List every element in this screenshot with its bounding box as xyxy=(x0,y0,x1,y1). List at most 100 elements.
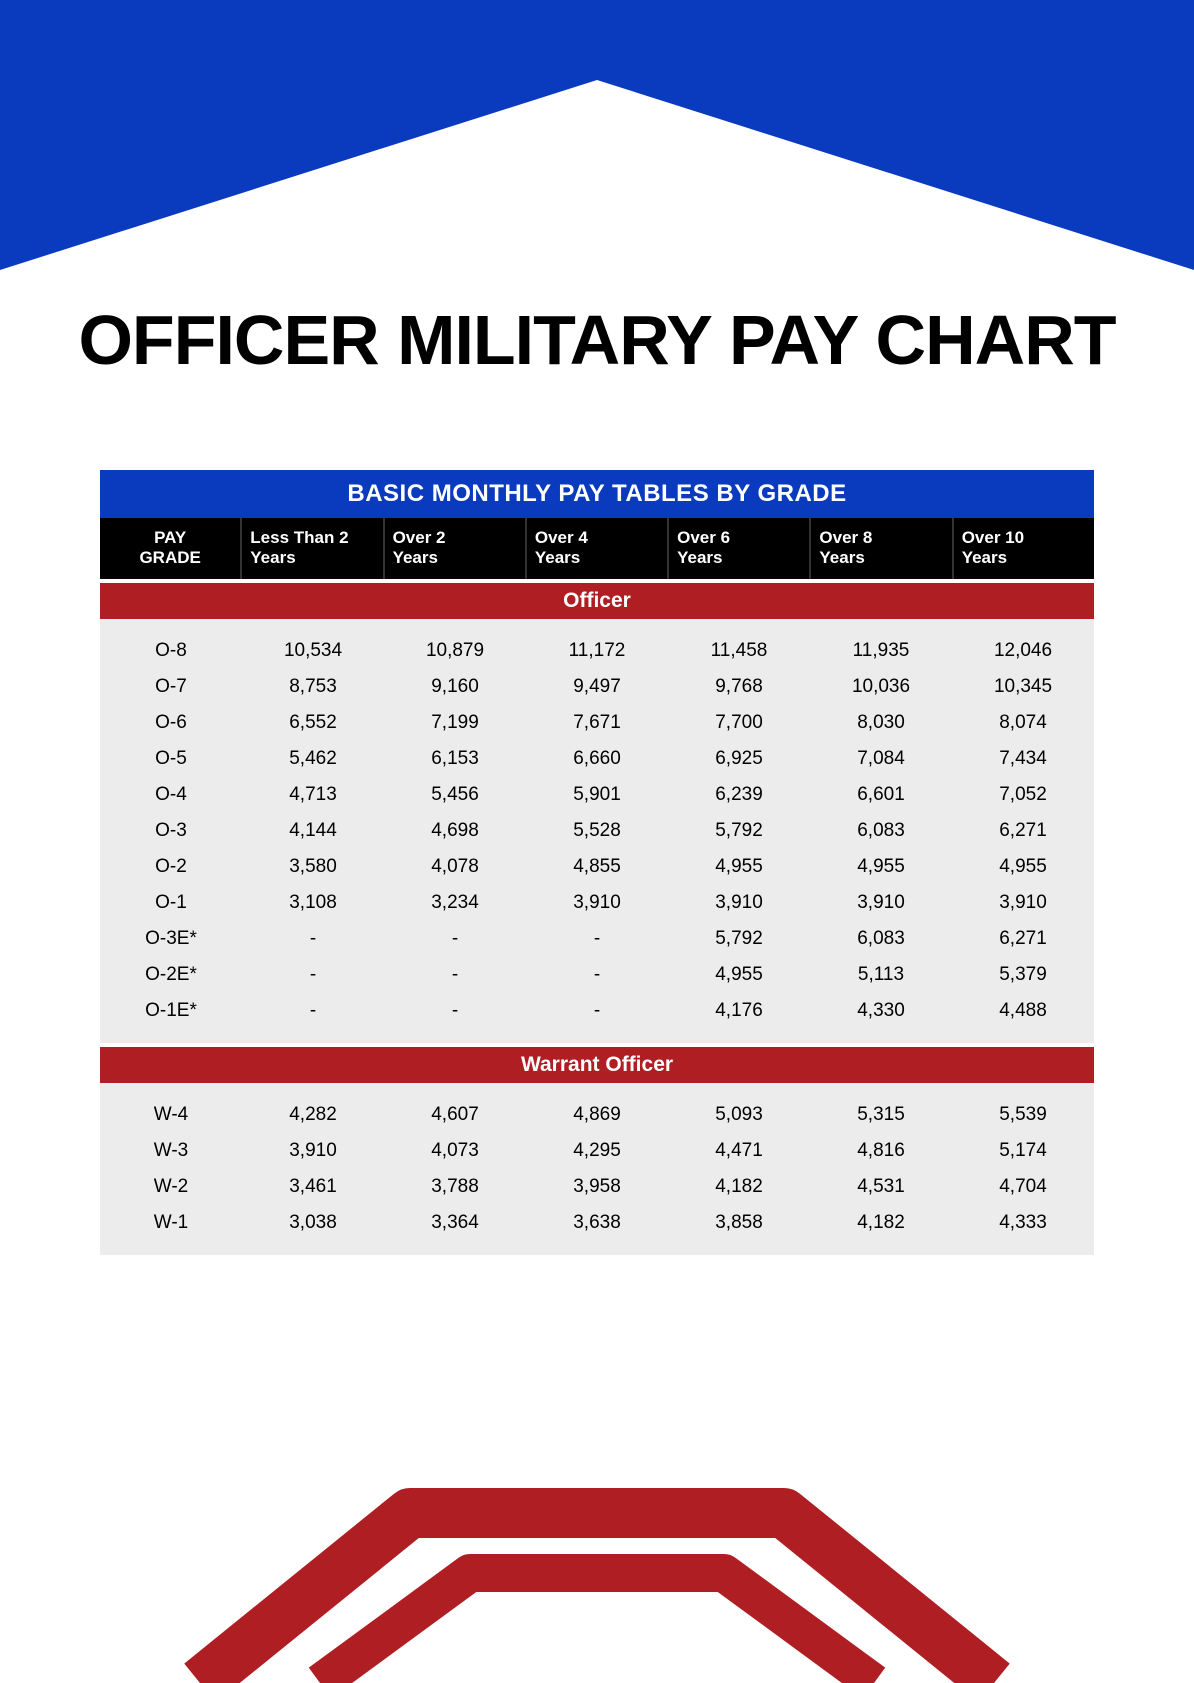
table-cell: 5,315 xyxy=(810,1097,952,1133)
table-cell: W-1 xyxy=(100,1205,242,1241)
column-header: Over 8Years xyxy=(811,518,953,579)
table-cell: 3,638 xyxy=(526,1205,668,1241)
table-cell: 6,153 xyxy=(384,741,526,777)
section-body: O-810,53410,87911,17211,45811,93512,046O… xyxy=(100,619,1094,1043)
table-cell: 3,910 xyxy=(810,885,952,921)
section-body: W-44,2824,6074,8695,0935,3155,539W-33,91… xyxy=(100,1083,1094,1255)
table-cell: - xyxy=(526,993,668,1029)
table-cell: 7,052 xyxy=(952,777,1094,813)
pay-table: BASIC MONTHLY PAY TABLES BY GRADE PAYGRA… xyxy=(100,470,1094,1255)
table-cell: 11,935 xyxy=(810,633,952,669)
table-cell: 10,879 xyxy=(384,633,526,669)
table-cell: O-2 xyxy=(100,849,242,885)
table-cell: 6,925 xyxy=(668,741,810,777)
table-cell: 11,172 xyxy=(526,633,668,669)
table-cell: 6,083 xyxy=(810,813,952,849)
table-cell: 5,379 xyxy=(952,957,1094,993)
table-cell: W-4 xyxy=(100,1097,242,1133)
table-cell: 7,671 xyxy=(526,705,668,741)
table-cell: O-5 xyxy=(100,741,242,777)
table-cell: 4,078 xyxy=(384,849,526,885)
table-cell: 5,174 xyxy=(952,1133,1094,1169)
table-title: BASIC MONTHLY PAY TABLES BY GRADE xyxy=(100,470,1094,518)
table-cell: 6,271 xyxy=(952,813,1094,849)
table-cell: O-3E* xyxy=(100,921,242,957)
table-cell: 3,910 xyxy=(668,885,810,921)
table-cell: 4,698 xyxy=(384,813,526,849)
table-row: O-78,7539,1609,4979,76810,03610,345 xyxy=(100,669,1094,705)
table-cell: 4,855 xyxy=(526,849,668,885)
table-row: O-34,1444,6985,5285,7926,0836,271 xyxy=(100,813,1094,849)
table-cell: 5,901 xyxy=(526,777,668,813)
table-row: O-1E*---4,1764,3304,488 xyxy=(100,993,1094,1029)
table-cell: 4,182 xyxy=(668,1169,810,1205)
column-header: PAYGRADE xyxy=(100,518,242,579)
table-cell: 3,580 xyxy=(242,849,384,885)
table-cell: - xyxy=(242,921,384,957)
table-cell: 4,471 xyxy=(668,1133,810,1169)
table-cell: 4,955 xyxy=(668,849,810,885)
table-cell: 11,458 xyxy=(668,633,810,669)
table-cell: 3,788 xyxy=(384,1169,526,1205)
table-row: W-13,0383,3643,6383,8584,1824,333 xyxy=(100,1205,1094,1241)
table-cell: 7,700 xyxy=(668,705,810,741)
table-cell: O-1E* xyxy=(100,993,242,1029)
table-cell: 5,792 xyxy=(668,921,810,957)
table-cell: 4,816 xyxy=(810,1133,952,1169)
table-cell: 5,792 xyxy=(668,813,810,849)
table-cell: 6,083 xyxy=(810,921,952,957)
table-cell: 7,199 xyxy=(384,705,526,741)
table-row: O-23,5804,0784,8554,9554,9554,955 xyxy=(100,849,1094,885)
table-cell: 4,955 xyxy=(668,957,810,993)
table-cell: O-1 xyxy=(100,885,242,921)
table-cell: 4,488 xyxy=(952,993,1094,1029)
table-cell: 10,534 xyxy=(242,633,384,669)
page-title: OFFICER MILITARY PAY CHART xyxy=(0,300,1194,380)
table-row: O-44,7135,4565,9016,2396,6017,052 xyxy=(100,777,1094,813)
table-cell: 8,753 xyxy=(242,669,384,705)
table-cell: - xyxy=(526,921,668,957)
table-row: W-33,9104,0734,2954,4714,8165,174 xyxy=(100,1133,1094,1169)
table-row: O-55,4626,1536,6606,9257,0847,434 xyxy=(100,741,1094,777)
table-cell: 3,958 xyxy=(526,1169,668,1205)
table-cell: 4,607 xyxy=(384,1097,526,1133)
table-cell: 4,330 xyxy=(810,993,952,1029)
table-cell: - xyxy=(384,993,526,1029)
table-cell: 4,144 xyxy=(242,813,384,849)
table-cell: 4,531 xyxy=(810,1169,952,1205)
table-row: O-2E*---4,9555,1135,379 xyxy=(100,957,1094,993)
table-cell: 10,036 xyxy=(810,669,952,705)
table-row: W-23,4613,7883,9584,1824,5314,704 xyxy=(100,1169,1094,1205)
table-row: O-3E*---5,7926,0836,271 xyxy=(100,921,1094,957)
section-header: Warrant Officer xyxy=(100,1047,1094,1083)
table-cell: 3,858 xyxy=(668,1205,810,1241)
table-cell: O-4 xyxy=(100,777,242,813)
table-header-row: PAYGRADELess Than 2YearsOver 2YearsOver … xyxy=(100,518,1094,579)
table-cell: W-3 xyxy=(100,1133,242,1169)
table-cell: 4,073 xyxy=(384,1133,526,1169)
table-row: O-13,1083,2343,9103,9103,9103,910 xyxy=(100,885,1094,921)
table-cell: 5,528 xyxy=(526,813,668,849)
table-cell: 4,955 xyxy=(810,849,952,885)
table-cell: 9,768 xyxy=(668,669,810,705)
table-cell: 5,093 xyxy=(668,1097,810,1133)
table-row: O-66,5527,1997,6717,7008,0308,074 xyxy=(100,705,1094,741)
column-header: Over 10Years xyxy=(954,518,1094,579)
bottom-decoration-shape xyxy=(0,1483,1194,1683)
top-banner-shape xyxy=(0,0,1194,280)
table-cell: 4,713 xyxy=(242,777,384,813)
table-cell: 5,456 xyxy=(384,777,526,813)
column-header: Over 4Years xyxy=(527,518,669,579)
table-cell: 3,364 xyxy=(384,1205,526,1241)
table-cell: O-3 xyxy=(100,813,242,849)
column-header: Over 6Years xyxy=(669,518,811,579)
table-cell: - xyxy=(384,921,526,957)
table-cell: 4,869 xyxy=(526,1097,668,1133)
table-row: O-810,53410,87911,17211,45811,93512,046 xyxy=(100,633,1094,669)
table-cell: 12,046 xyxy=(952,633,1094,669)
table-cell: 6,239 xyxy=(668,777,810,813)
table-cell: 8,074 xyxy=(952,705,1094,741)
column-header: Over 2Years xyxy=(385,518,527,579)
table-cell: W-2 xyxy=(100,1169,242,1205)
table-cell: 9,160 xyxy=(384,669,526,705)
